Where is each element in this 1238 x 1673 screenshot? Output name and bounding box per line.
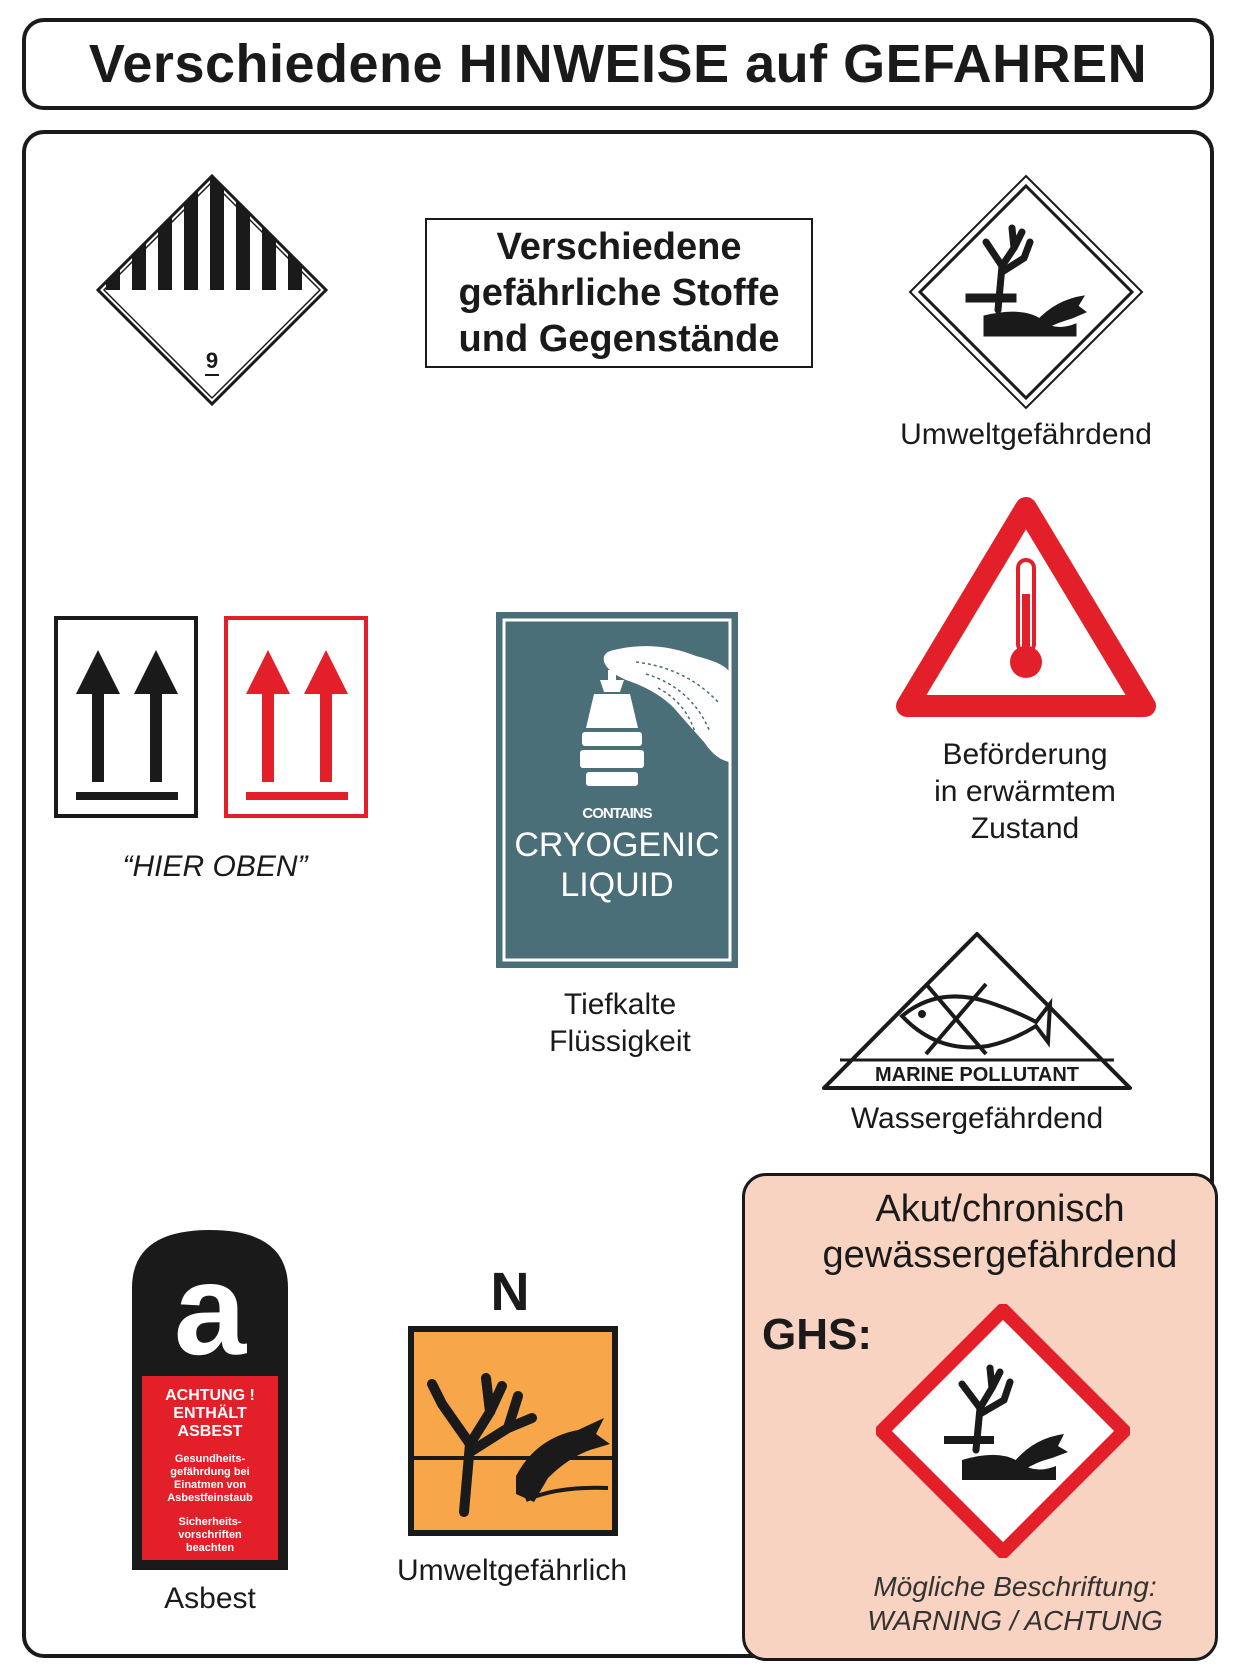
marine-caption: Wassergefährdend <box>850 1102 1104 1135</box>
ghs09-pictogram-icon <box>876 1304 1130 1558</box>
class-9-text-box: Verschiedene gefährliche Stoffe und Gege… <box>425 218 813 368</box>
marine-pollutant-icon: MARINE POLLUTANT <box>822 932 1132 1090</box>
heat-caption: Beförderung in erwärmtem Zustand <box>934 738 1116 845</box>
ghs-label: GHS: <box>762 1310 872 1359</box>
this-way-up-red-icon <box>224 616 368 818</box>
asbestos-letter: a <box>174 1236 248 1382</box>
svg-text:ACHTUNG !: ACHTUNG ! <box>165 1387 255 1404</box>
svg-text:Sicherheits-: Sicherheits- <box>179 1516 242 1528</box>
class-9-number: 9 <box>206 348 218 373</box>
cryogenic-label-icon: CONTAINS CRYOGENIC LIQUID <box>496 612 738 968</box>
cryogenic-caption: Tiefkalte Flüssigkeit <box>549 988 691 1058</box>
this-way-up-icon <box>54 616 198 818</box>
svg-text:gefährdung bei: gefährdung bei <box>170 1466 249 1478</box>
svg-text:ENTHÄLT: ENTHÄLT <box>173 1404 247 1422</box>
n-letter: N <box>490 1262 530 1322</box>
class-9-line-1: Verschiedene <box>496 226 742 268</box>
ghs-heading: Akut/chronisch gewässergefährdend <box>822 1188 1178 1276</box>
class-9-line-2: gefährliche Stoffe <box>458 272 780 314</box>
svg-text:Asbestfeinstaub: Asbestfeinstaub <box>167 1492 253 1504</box>
ghs-note: Mögliche Beschriftung: WARNING / ACHTUNG <box>867 1571 1163 1636</box>
svg-text:vorschriften: vorschriften <box>178 1529 242 1541</box>
page-title: Verschiedene HINWEISE auf GEFAHREN <box>88 34 1148 94</box>
environment-caption: Umweltgefährdend <box>900 418 1152 451</box>
environment-diamond-icon <box>908 174 1144 410</box>
orientation-caption: “HIER OBEN” <box>122 850 308 883</box>
n-environment-icon <box>408 1326 618 1536</box>
class-9-diamond-icon: 9 <box>95 173 329 407</box>
asbestos-caption: Asbest <box>164 1582 256 1615</box>
marine-pollutant-text: MARINE POLLUTANT <box>875 1064 1079 1086</box>
cryogenic-line-2: LIQUID <box>560 866 673 904</box>
svg-text:Gesundheits-: Gesundheits- <box>175 1453 246 1465</box>
asbestos-label-icon: a ACHTUNG ! ENTHÄLT ASBEST Gesundheits- … <box>132 1230 288 1570</box>
svg-text:Einatmen von: Einatmen von <box>174 1479 246 1491</box>
cryogenic-line-1: CRYOGENIC <box>514 826 719 864</box>
main-frame <box>22 130 1214 1658</box>
cryogenic-contains: CONTAINS <box>582 805 652 822</box>
page-title-box: Verschiedene HINWEISE auf GEFAHREN <box>22 18 1214 110</box>
class-9-line-3: und Gegenstände <box>458 318 780 360</box>
svg-text:ASBEST: ASBEST <box>178 1423 243 1440</box>
svg-text:beachten: beachten <box>186 1542 235 1554</box>
n-caption: Umweltgefährlich <box>396 1554 628 1587</box>
thermometer-triangle-icon <box>896 497 1156 717</box>
